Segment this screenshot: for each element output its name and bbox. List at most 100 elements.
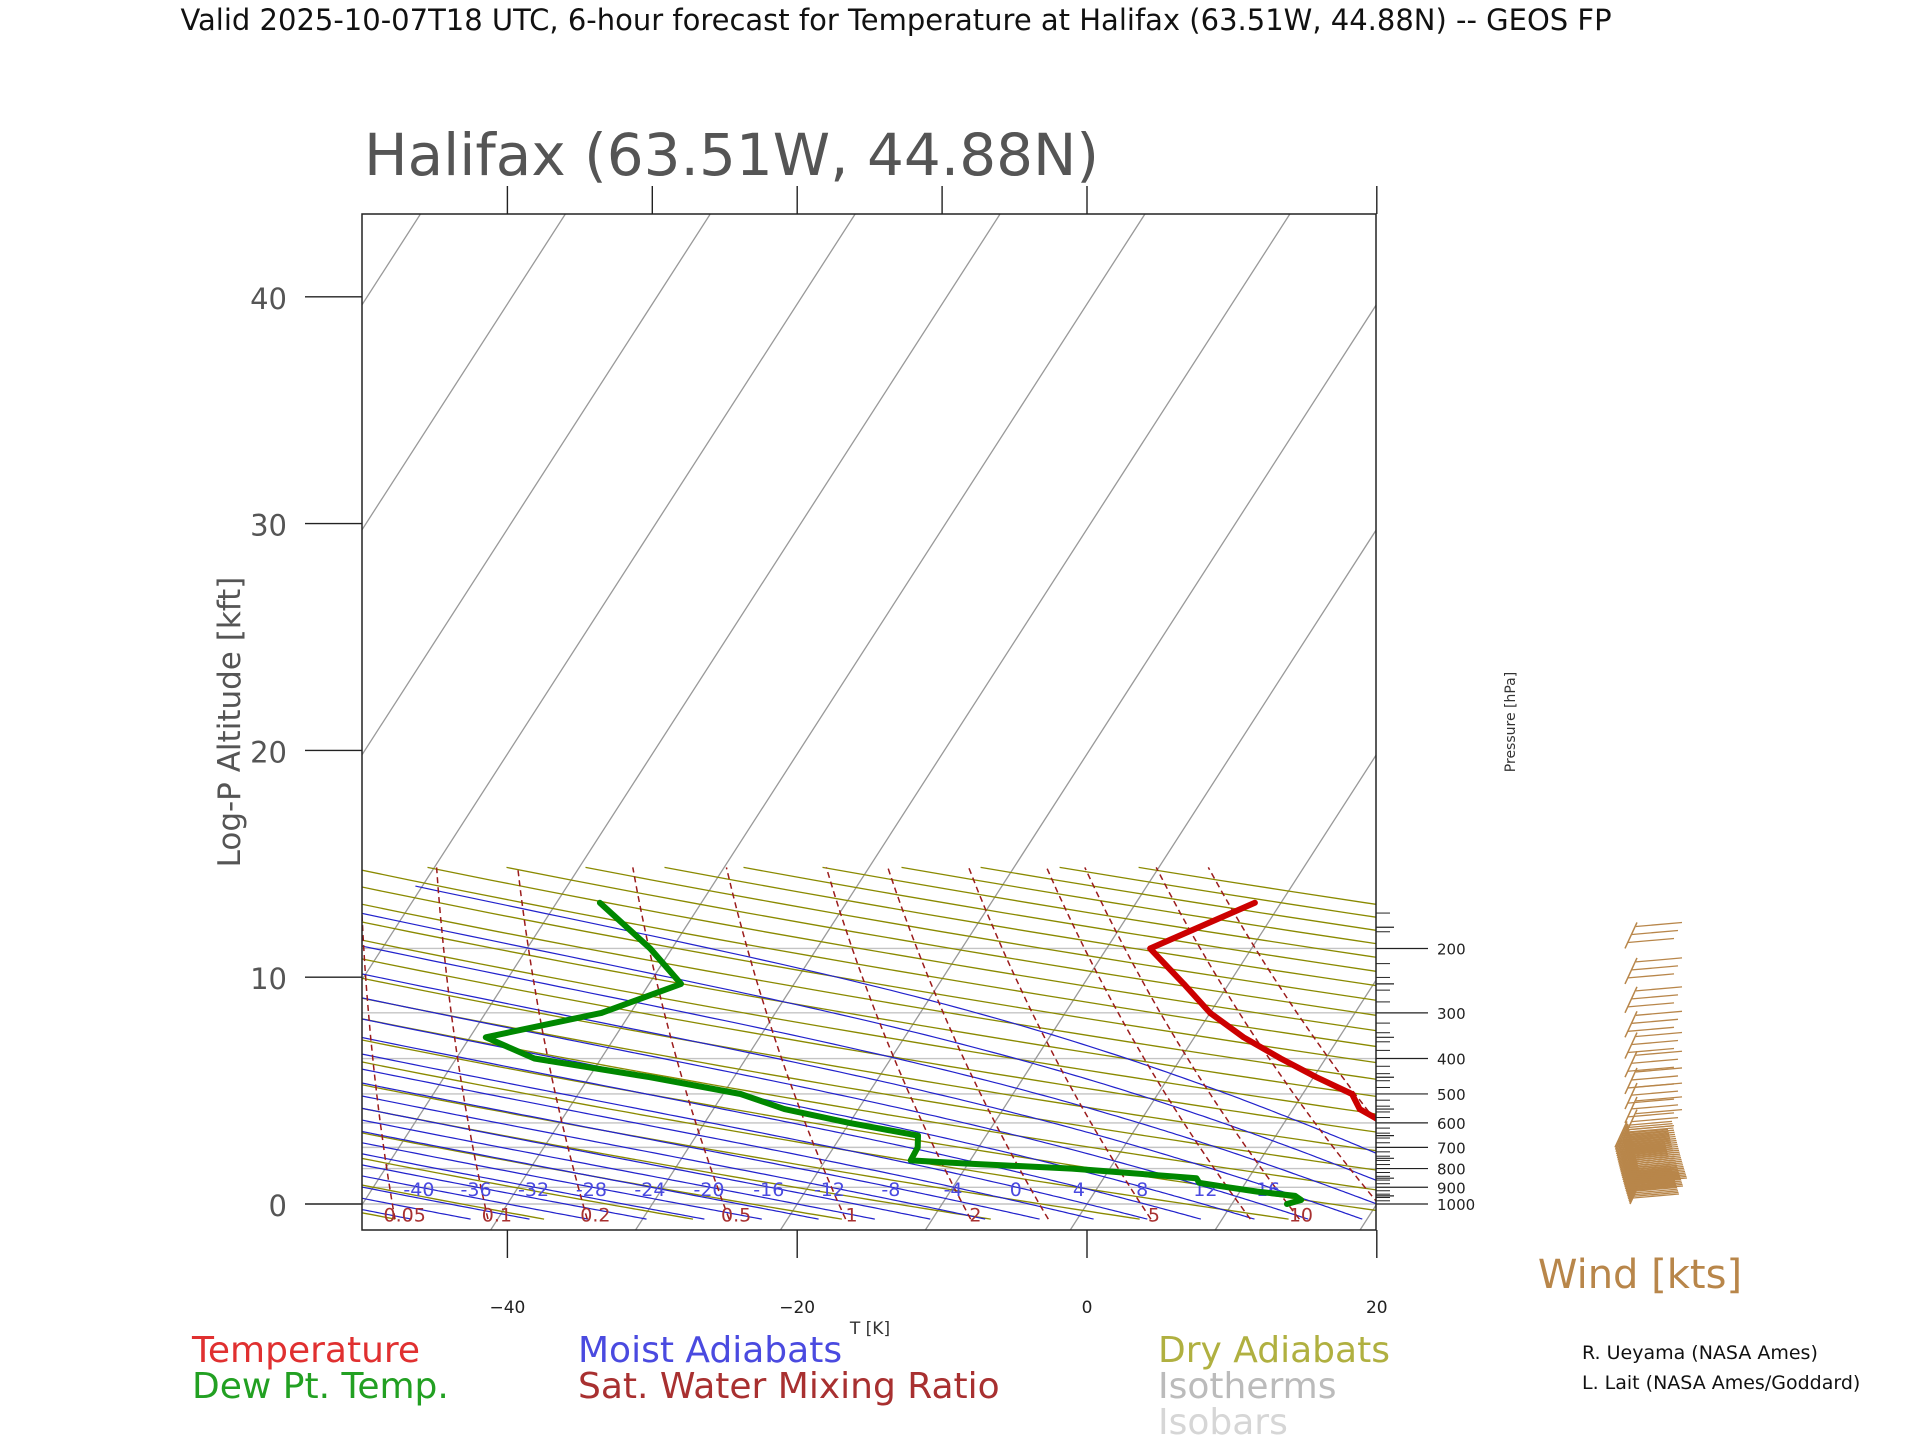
plot-frame [361, 213, 1377, 1231]
mixing-ratio-3 [887, 867, 1049, 1220]
wind-barb-flag [1623, 1135, 1670, 1141]
wind-barb-flag [1617, 1136, 1665, 1143]
pressure-tick-label: 800 [1437, 1161, 1466, 1179]
isotherm-0 [1069, 754, 1376, 1230]
moist-adiabat-label: -12 [814, 1179, 845, 1201]
wind-barb [1624, 1010, 1683, 1038]
wind-barb-flag [1635, 1010, 1683, 1016]
wind-barb-flag [1635, 1180, 1682, 1186]
wind-label: Wind [kts] [1538, 1252, 1742, 1298]
moist-adiabat--12 [362, 1095, 986, 1220]
wind-barb-flag [1626, 1122, 1673, 1129]
wind-barb-flag [1621, 1153, 1669, 1160]
wind-barb-staff [1624, 1096, 1638, 1124]
isotherm--10 [924, 529, 1376, 1230]
dry-adiabat-470 [1059, 866, 1376, 918]
legend-temperature: Temperature [191, 1330, 420, 1371]
wind-barb-flag [1625, 1169, 1673, 1175]
wind-barb-flag [1628, 1178, 1675, 1184]
mixing-ratio-label: 0.1 [482, 1205, 512, 1227]
wind-barb-flag [1627, 1124, 1675, 1131]
wind-barb-flag [1634, 1178, 1682, 1185]
wind-barb-flag [1630, 1186, 1678, 1193]
moist-adiabat-label: 0 [1010, 1179, 1022, 1201]
mixing-ratio-5 [968, 867, 1152, 1220]
moist-adiabat--40 [362, 1175, 589, 1220]
wind-barb-staff [1624, 1050, 1638, 1078]
dewpoint-line [482, 899, 1305, 1207]
moist-adiabat-label: -32 [518, 1179, 549, 1201]
dry-adiabat-280 [362, 1061, 1289, 1220]
wind-barb [1624, 921, 1683, 949]
dry-adiabat-310 [362, 997, 1376, 1171]
isotherm-20 [1359, 1204, 1376, 1230]
wind-barb [1624, 1108, 1683, 1136]
wind-barb-flag [1632, 1191, 1679, 1198]
wind-barb-flag [1620, 1149, 1668, 1156]
wind-barb-flag [1623, 1137, 1671, 1143]
wind-barb [1616, 1129, 1675, 1157]
isotherm-lines [362, 214, 1376, 1230]
wind-barb-flag [1635, 921, 1683, 928]
mixing-ratio-1 [725, 867, 847, 1220]
wind-barb-flag [1626, 1149, 1674, 1156]
moist-adiabat--60 [0, 886, 293, 1219]
wind-barb-flag [1618, 1138, 1665, 1145]
wind-barb [1614, 1120, 1673, 1148]
x-tick-label: 20 [1366, 1298, 1388, 1318]
moist-adiabat-label: -8 [881, 1179, 900, 1201]
wind-barb-flag [1631, 1190, 1679, 1196]
wind-barb-flag [1626, 1171, 1673, 1177]
dry-adiabat-380 [362, 869, 1376, 1048]
mixing-ratio-0.05 [362, 897, 396, 1220]
mixing-ratio-0.5 [632, 867, 730, 1220]
moist-adiabat-label: -16 [753, 1179, 784, 1201]
wind-barb-flag [1625, 1143, 1672, 1150]
pressure-tick-label: 700 [1437, 1139, 1466, 1157]
wind-barb-flag [1635, 1050, 1683, 1056]
wind-barb-flag [1628, 1131, 1675, 1137]
wind-barb [1624, 957, 1683, 985]
wind-barb [1614, 1122, 1673, 1150]
wind-barb-flag [1631, 1039, 1679, 1046]
moist-adiabat--8 [362, 1082, 1040, 1220]
wind-barb-flag [1627, 1002, 1675, 1008]
wind-barb-flag [1627, 1026, 1675, 1032]
moist-adiabat-lines [0, 885, 1376, 1220]
wind-barb-flag [1628, 1133, 1676, 1140]
moist-adiabat-label: 8 [1136, 1179, 1148, 1201]
mixing-ratio-0.1 [435, 867, 489, 1220]
moist-adiabat--36 [362, 1164, 647, 1220]
isobar-lines [362, 947, 1376, 1205]
moist-adiabat-label: -28 [576, 1179, 607, 1201]
x-axis-label: T [K] [849, 1319, 890, 1339]
wind-barb-flag [1635, 986, 1683, 992]
sounding-series [482, 899, 1376, 1207]
wind-barb-flag [1628, 1180, 1676, 1186]
moist-adiabat-20 [362, 945, 1376, 1205]
isotherm--90 [362, 214, 422, 306]
wind-barb-flag [1621, 1128, 1669, 1135]
pressure-tick-label: 200 [1437, 940, 1466, 958]
moist-adiabat--24 [362, 1130, 819, 1220]
wind-barb-flag [1629, 1181, 1676, 1188]
wind-barb-flag [1622, 1133, 1670, 1139]
y-tick-label: 10 [250, 962, 287, 996]
pressure-tick-label: 600 [1437, 1115, 1466, 1133]
wind-barb-flag [1624, 1139, 1671, 1145]
chart-title: Halifax (63.51W, 44.88N) [364, 121, 1099, 189]
wind-barb-flag [1635, 957, 1683, 963]
y-tick-label: 40 [250, 282, 287, 316]
wind-barb-flag [1631, 1104, 1679, 1110]
moist-adiabat-label: -36 [461, 1179, 492, 1201]
y-tick-label: 20 [250, 735, 287, 769]
wind-barb-flag [1635, 1108, 1683, 1115]
wind-barb-flag [1623, 1161, 1671, 1168]
wind-barb [1624, 986, 1683, 1014]
wind-barb-flag [1625, 1145, 1673, 1152]
wind-barb-flag [1631, 994, 1679, 1000]
wind-barb-flag [1631, 1075, 1679, 1081]
wind-barb-flag [1635, 1067, 1683, 1073]
dry-adiabat-250 [362, 1132, 843, 1220]
